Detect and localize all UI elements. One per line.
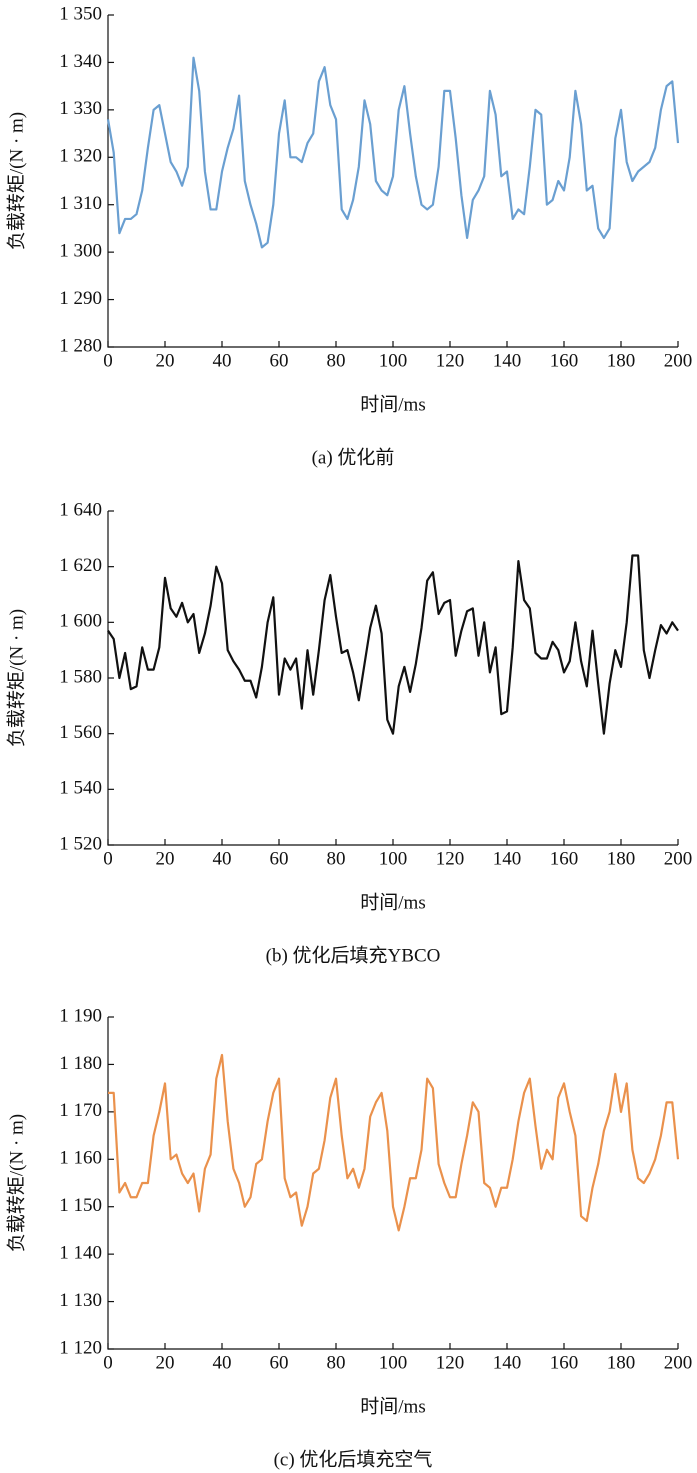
y-tick-label: 1 170 [59, 1100, 102, 1121]
y-tick-label: 1 350 [59, 3, 102, 24]
y-tick-label: 1 310 [59, 193, 102, 214]
axis-line [107, 1017, 678, 1350]
data-line [107, 554, 679, 735]
x-tick-label: 80 [327, 350, 346, 371]
x-tick-label: 160 [550, 1352, 579, 1373]
x-tick-label: 60 [270, 848, 289, 869]
x-tick-label: 80 [327, 1352, 346, 1373]
x-tick-label: 140 [493, 350, 522, 371]
x-tick-label: 180 [607, 848, 636, 869]
y-tick-label: 1 130 [59, 1290, 102, 1311]
y-tick-label: 1 580 [59, 666, 102, 687]
y-axis-label: 负载转矩/(N · m) [5, 112, 27, 250]
x-tick-label: 100 [379, 1352, 408, 1373]
x-tick-label: 0 [103, 1352, 113, 1373]
y-tick-label: 1 560 [59, 722, 102, 743]
x-tick-label: 120 [436, 1352, 465, 1373]
caption: (c) 优化后填充空气 [274, 1448, 433, 1470]
y-tick-label: 1 620 [59, 555, 102, 576]
x-tick-label: 20 [156, 1352, 175, 1373]
x-tick-label: 200 [664, 848, 693, 869]
y-tick-label: 1 290 [59, 288, 102, 309]
x-tick-label: 120 [436, 848, 465, 869]
x-tick-label: 80 [327, 848, 346, 869]
x-tick-label: 100 [379, 350, 408, 371]
y-tick-label: 1 190 [59, 1005, 102, 1026]
axis-line [107, 511, 678, 846]
x-tick-label: 20 [156, 848, 175, 869]
y-tick-label: 1 320 [59, 146, 102, 167]
x-tick-label: 140 [493, 848, 522, 869]
y-tick-label: 1 340 [59, 51, 102, 72]
y-tick-label: 1 120 [59, 1337, 102, 1358]
y-tick-label: 1 600 [59, 611, 102, 632]
x-tick-label: 40 [213, 1352, 232, 1373]
x-tick-label: 200 [664, 350, 693, 371]
x-tick-label: 0 [103, 848, 113, 869]
y-tick-label: 1 150 [59, 1195, 102, 1216]
data-line [108, 1053, 680, 1232]
y-tick-label: 1 330 [59, 98, 102, 119]
y-axis-label: 负载转矩/(N · m) [5, 609, 27, 747]
data-line [106, 56, 680, 249]
x-tick-label: 0 [103, 350, 113, 371]
x-axis-label: 时间/ms [360, 393, 425, 415]
y-tick-label: 1 300 [59, 241, 102, 262]
y-tick-label: 1 280 [59, 335, 102, 356]
caption: (b) 优化后填充YBCO [266, 944, 441, 966]
x-tick-label: 180 [607, 1352, 636, 1373]
x-tick-label: 40 [213, 848, 232, 869]
caption: (a) 优化前 [312, 446, 395, 468]
y-tick-label: 1 540 [59, 778, 102, 799]
x-tick-label: 60 [270, 1352, 289, 1373]
y-tick-label: 1 160 [59, 1148, 102, 1169]
y-tick-label: 1 140 [59, 1243, 102, 1264]
x-tick-label: 140 [493, 1352, 522, 1373]
y-tick-label: 1 640 [59, 499, 102, 520]
x-tick-label: 160 [550, 350, 579, 371]
x-tick-label: 40 [213, 350, 232, 371]
x-tick-label: 160 [550, 848, 579, 869]
x-tick-label: 100 [379, 848, 408, 869]
x-axis-label: 时间/ms [360, 1395, 425, 1417]
x-tick-label: 180 [607, 350, 636, 371]
y-tick-label: 1 180 [59, 1053, 102, 1074]
x-tick-label: 200 [664, 1352, 693, 1373]
y-axis-label: 负载转矩/(N · m) [5, 1114, 27, 1252]
x-tick-label: 20 [156, 350, 175, 371]
x-tick-label: 60 [270, 350, 289, 371]
x-axis-label: 时间/ms [360, 891, 425, 913]
x-tick-label: 120 [436, 350, 465, 371]
y-tick-label: 1 520 [59, 833, 102, 854]
